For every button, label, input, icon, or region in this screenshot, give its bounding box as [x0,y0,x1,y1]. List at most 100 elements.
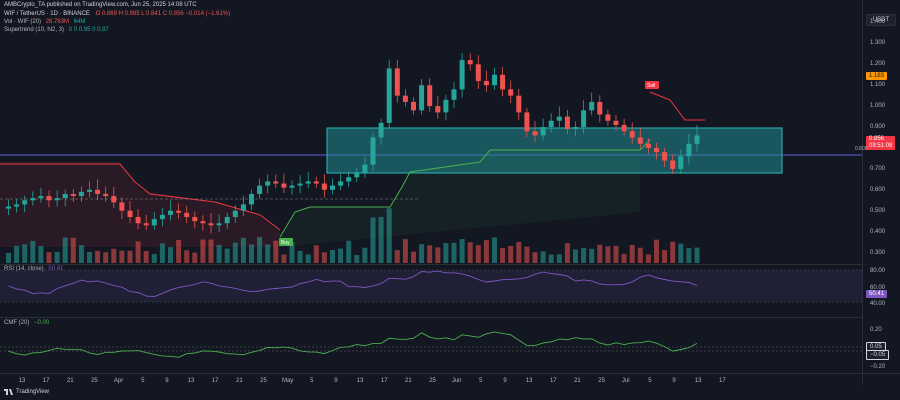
supertrend-up-line [279,139,651,238]
volume-bar [305,254,311,263]
candle-body [200,221,206,224]
price-axis-label: 0.500 [870,207,886,214]
volume-bar [273,240,279,263]
price-axis-label: 0.900 [870,124,886,131]
price-axis-label: 1.300 [870,40,886,47]
time-axis-label: 9 [672,378,676,384]
currency-button[interactable]: USDT [866,14,896,26]
candle-body [208,223,214,226]
volume-bar [46,252,52,263]
volume-bar [330,249,335,263]
time-axis-label: 9 [165,378,169,384]
cmf-chart-svg [0,331,862,358]
volume-bar [524,246,530,263]
candle-body [378,122,384,138]
volume-bar [548,254,554,263]
candle-body [168,210,173,215]
volume-bar [159,243,165,263]
volume-bar [240,237,246,263]
candle-body [686,143,692,157]
volume-bar [249,244,254,263]
cmf-pane[interactable] [0,317,862,372]
price-axis-label: 0.600 [870,186,886,193]
time-axis-label: 21 [66,378,74,384]
rsi-chart-svg [0,269,862,303]
candle-body [273,181,279,184]
volume-legend[interactable]: Vol · WIF (20) 28.783M 64M [4,19,85,26]
volume-bar [216,245,222,263]
price-axis-label: 1.200 [870,61,886,68]
buy-signal: Buy [279,238,293,246]
volume-value-2: 64M [73,19,86,25]
candle-body [62,193,68,199]
volume-bar [459,239,465,263]
volume-bar [87,251,92,263]
volume-bar [119,250,125,263]
supertrend-down-line [0,163,281,231]
candle-body [532,131,538,136]
time-axis-label: 13 [525,378,533,384]
candle-body [475,64,481,82]
candle-body [443,99,449,113]
candle-body [467,60,473,65]
rsi-pane[interactable] [0,264,862,314]
candle-body [524,112,530,132]
volume-bar [467,242,473,263]
pane-separator[interactable] [0,317,900,318]
volume-bar [670,241,676,263]
time-axis-label: 17 [380,378,388,384]
tradingview-logo[interactable]: TradingView [4,389,49,395]
volume-bar [475,245,481,263]
candle-body [435,106,441,113]
supertrend-label: Supertrend (10, hl2, 3) [4,27,65,33]
candle-body [216,223,222,226]
volume-bar [597,244,603,263]
symbol-title[interactable]: WIF / TetherUS · 1D · BINANCE O 0.869 H … [4,11,230,18]
volume-bar [637,247,643,263]
pane-separator[interactable] [0,264,900,265]
time-axis-label: 5 [310,378,314,384]
last-price-tag: 0.856 09:51:08 [866,136,896,150]
cmf-axis-020: 0.20 [870,327,882,333]
volume-bar [686,248,692,263]
price-axis-label: 0.400 [870,228,886,235]
candle-body [670,160,676,169]
volume-bar [532,252,538,263]
cmf-value: −0.00 [34,320,50,326]
time-axis-label: 13 [18,378,26,384]
candle-body [119,202,125,211]
cmf-axis-neg020: −0.20 [870,364,886,370]
volume-bar [605,246,611,263]
volume-bar [694,247,700,263]
candle-body [629,131,635,138]
volume-bar [321,252,327,263]
candle-body [321,183,327,190]
volume-bar [208,239,214,263]
candle-body [289,185,295,188]
supertrend-legend[interactable]: Supertrend (10, hl2, 3) 0 0 0.95 0 0.87 [4,27,109,34]
candle-body [508,89,514,96]
supertrend-values: 0 0 0.95 0 0.87 [68,27,109,33]
volume-bar [386,208,392,263]
sell-signal: Sell [645,81,659,89]
volume-bar [589,248,595,263]
volume-bar [613,245,619,263]
volume-bar [540,251,546,263]
candle-body [257,185,263,194]
price-axis-label: 0.300 [870,249,886,256]
candle-body [111,196,117,203]
time-axis-label: 13 [187,378,195,384]
cmf-legend[interactable]: CMF (20) −0.00 [4,320,49,327]
price-pane[interactable]: Buy Sell [0,12,862,263]
tradingview-logo-icon [4,389,13,395]
volume-bar [200,239,206,263]
time-axis-label: 25 [91,378,98,384]
volume-bar [103,252,109,263]
rsi-legend[interactable]: RSI (14, close) 50.41 [4,266,63,273]
time-axis-label: 21 [405,378,412,384]
supertrend-down-fill [0,162,280,247]
candle-body [678,156,684,169]
candle-body [176,210,182,213]
sell-signal-box [645,81,659,89]
price-axis[interactable] [862,0,900,385]
